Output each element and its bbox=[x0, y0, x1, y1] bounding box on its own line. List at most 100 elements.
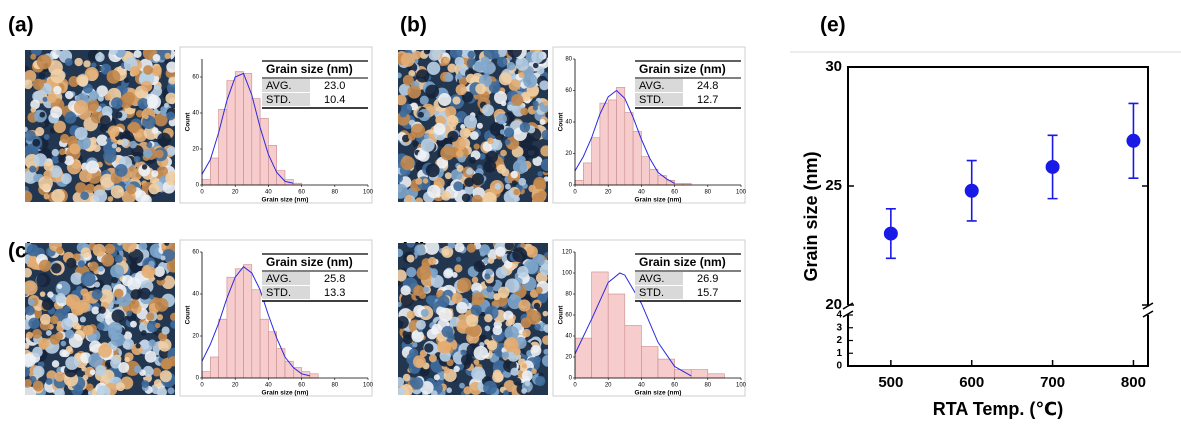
afm-grain bbox=[503, 310, 514, 321]
afm-grain bbox=[539, 264, 548, 276]
afm-grain bbox=[398, 94, 407, 106]
afm-grain bbox=[110, 357, 122, 369]
afm-grain bbox=[143, 148, 153, 159]
afm-grain bbox=[79, 316, 86, 323]
afm-grain bbox=[473, 143, 480, 150]
afm-grain bbox=[539, 119, 546, 125]
afm-grain bbox=[32, 328, 42, 339]
histogram-bar bbox=[218, 109, 228, 186]
afm-grain bbox=[476, 122, 483, 129]
afm-grain bbox=[425, 295, 436, 305]
afm-grain bbox=[452, 96, 461, 105]
histogram-bar bbox=[641, 346, 659, 379]
y-tick-label: 80 bbox=[565, 57, 572, 63]
afm-grain bbox=[412, 50, 422, 60]
afm-grain bbox=[541, 354, 548, 367]
table-cell-shade bbox=[635, 93, 683, 106]
afm-grain bbox=[407, 132, 416, 141]
afm-grain bbox=[484, 273, 491, 280]
histogram-bar bbox=[234, 268, 244, 379]
table-row-label: AVG. bbox=[266, 273, 291, 285]
afm-grain bbox=[168, 174, 175, 182]
afm-grain bbox=[499, 129, 506, 135]
afm-grain bbox=[88, 261, 99, 272]
afm-grain bbox=[402, 74, 414, 86]
afm-grain bbox=[398, 269, 407, 282]
afm-grain bbox=[539, 80, 548, 91]
afm-grain bbox=[415, 197, 424, 202]
afm-grain bbox=[398, 280, 402, 286]
afm-grain bbox=[40, 313, 51, 325]
afm-grain bbox=[418, 291, 427, 300]
afm-grain bbox=[51, 155, 60, 164]
afm-grain bbox=[398, 301, 402, 307]
afm-grain bbox=[466, 168, 474, 175]
afm-grain bbox=[130, 320, 137, 328]
histogram-bar bbox=[251, 289, 261, 379]
afm-grain bbox=[451, 292, 463, 304]
afm-grain bbox=[32, 380, 44, 392]
afm-grain bbox=[111, 276, 118, 284]
afm-grain bbox=[141, 164, 148, 170]
afm-grain bbox=[433, 122, 446, 136]
afm-grain bbox=[486, 340, 498, 351]
afm-grain bbox=[93, 189, 108, 202]
afm-grain bbox=[461, 354, 473, 366]
afm-grain bbox=[486, 285, 493, 293]
afm-grain bbox=[530, 345, 542, 357]
afm-grain bbox=[160, 106, 168, 114]
histogram-bar bbox=[259, 318, 269, 379]
afm-grain bbox=[55, 50, 62, 56]
y-axis-label: Count bbox=[558, 305, 565, 325]
fit-curve bbox=[201, 266, 311, 377]
afm-grain bbox=[466, 243, 477, 253]
afm-grain bbox=[518, 299, 531, 312]
y-tick-label: 20 bbox=[192, 334, 199, 340]
afm-grain bbox=[69, 143, 81, 155]
afm-grain bbox=[415, 319, 426, 330]
y-tick-label: 0 bbox=[196, 183, 200, 189]
afm-grain bbox=[53, 120, 66, 134]
afm-grain bbox=[440, 145, 455, 161]
afm-grain bbox=[447, 63, 457, 73]
y-tick-label: 0 bbox=[569, 183, 573, 189]
afm-grain bbox=[26, 244, 39, 257]
afm-grain bbox=[28, 317, 40, 329]
afm-grain bbox=[423, 133, 429, 140]
y-tick-label: 20 bbox=[565, 151, 572, 157]
afm-grain bbox=[64, 90, 74, 100]
afm-image bbox=[398, 50, 548, 202]
afm-grain bbox=[27, 298, 36, 306]
afm-grain bbox=[98, 289, 114, 304]
afm-grain bbox=[103, 149, 117, 163]
y-tick-label: 3 bbox=[836, 322, 842, 333]
afm-grain bbox=[433, 374, 440, 381]
afm-grain bbox=[43, 134, 50, 140]
afm-grain bbox=[58, 155, 66, 163]
afm-grain bbox=[469, 131, 479, 140]
afm-grain bbox=[508, 79, 521, 92]
afm-grain bbox=[110, 264, 125, 279]
afm-grain bbox=[25, 190, 33, 202]
afm-grain bbox=[437, 295, 450, 308]
afm-grain bbox=[98, 306, 106, 314]
afm-grain bbox=[406, 310, 416, 320]
afm-grain bbox=[426, 61, 441, 75]
afm-grain bbox=[141, 380, 150, 388]
afm-grain bbox=[471, 366, 486, 381]
afm-grain bbox=[399, 109, 408, 118]
afm-grain bbox=[96, 313, 105, 322]
afm-grain bbox=[412, 355, 426, 369]
x-tick-label: 80 bbox=[704, 190, 711, 196]
afm-grain bbox=[115, 50, 126, 58]
afm-grain bbox=[511, 180, 518, 186]
y-axis-label: Count bbox=[185, 305, 192, 325]
afm-grain bbox=[487, 137, 494, 145]
afm-grain bbox=[428, 50, 441, 61]
afm-grain bbox=[33, 365, 45, 378]
afm-grain bbox=[168, 118, 175, 127]
afm-grain bbox=[405, 194, 413, 202]
afm-grain bbox=[438, 307, 453, 322]
afm-grain bbox=[454, 56, 465, 67]
